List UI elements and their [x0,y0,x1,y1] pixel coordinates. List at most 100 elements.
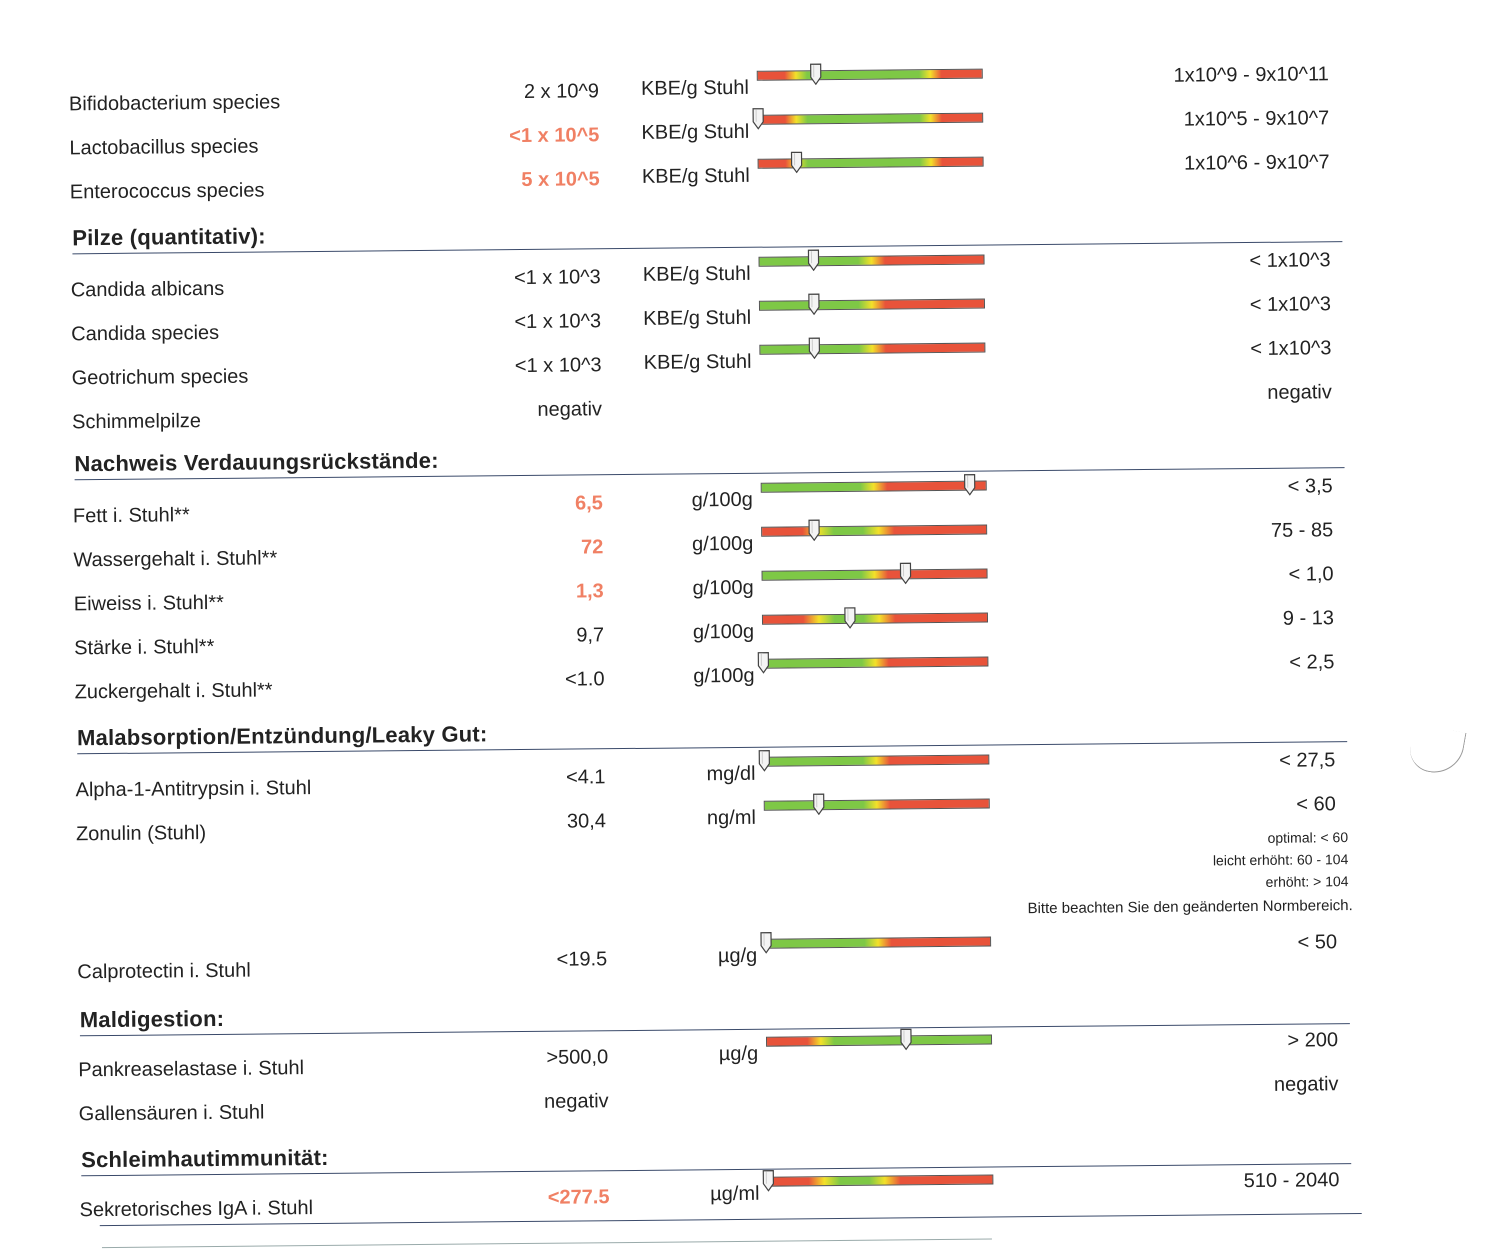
result-value: 5 x 10^5 [521,168,600,192]
result-value: <4.1 [565,766,606,789]
reference-range: 1x10^5 - 9x10^7 [1183,107,1330,131]
bottom-rule-secondary [101,1238,992,1249]
range-bar [765,1028,993,1051]
result-value: 9,7 [576,624,605,647]
result-name: Pankreaselastase i. Stuhl [78,1057,305,1082]
reference-range: < 1,0 [1288,563,1334,586]
range-bar [761,519,988,542]
value-marker-icon [807,249,819,272]
value-marker-icon [964,474,976,496]
value-marker-icon [808,337,820,360]
result-unit: µg/ml [710,1182,760,1206]
result-row-staerke: Stärke i. Stuhl** 9,7 g/100g 9 - 13 [74,607,1364,665]
result-name: Candida species [71,321,220,346]
result-unit: µg/g [718,1042,759,1066]
range-bar [758,293,986,316]
zonulin-note-leicht-erhoeht: leicht erhöht: 60 - 104 [1212,851,1349,869]
result-name: Gallensäuren i. Stuhl [78,1101,265,1126]
result-value: 1,3 [575,580,604,603]
result-name: Fett i. Stuhl** [72,504,190,528]
result-row-enterococcus: Enterococcus species 5 x 10^5 KBE/g Stuh… [69,151,1360,209]
result-row-calprotectin: Calprotectin i. Stuhl <19.5 µg/g < 50 [77,931,1367,989]
result-unit: KBE/g Stuhl [643,306,752,330]
range-bar [760,474,987,496]
result-name: Sekretorisches IgA i. Stuhl [79,1197,314,1222]
range-bar [759,337,986,360]
result-value: <1 x 10^5 [509,124,600,148]
value-marker-icon [758,750,770,772]
reference-range: < 1x10^3 [1250,337,1332,361]
result-row-sekretorisches-iga: Sekretorisches IgA i. Stuhl <277.5 µg/ml… [79,1169,1369,1227]
range-bar [757,151,984,174]
result-value: negativ [537,398,603,421]
range-bar [762,1170,994,1192]
result-row-zonulin: Zonulin (Stuhl) 30,4 ng/ml < 60 [76,793,1366,851]
result-row-zuckergehalt: Zuckergehalt i. Stuhl** <1.0 g/100g < 2,… [74,651,1364,709]
section-title: Schleimhautimmunität: [81,1144,329,1173]
range-bar [761,562,988,585]
result-unit: KBE/g Stuhl [642,262,751,286]
section-maldigestion: Maldigestion: [79,995,1350,1037]
result-name: Candida albicans [70,277,225,302]
section-pilze: Pilze (quantitativ): [72,213,1343,255]
section-title: Pilze (quantitativ): [72,223,266,251]
result-unit: KBE/g Stuhl [640,76,749,100]
value-marker-icon [790,151,803,174]
result-row-geotrichum: Geotrichum species <1 x 10^3 KBE/g Stuhl… [71,337,1361,395]
result-value: 2 x 10^9 [523,80,600,103]
result-unit: g/100g [691,532,754,556]
result-value: 30,4 [566,810,607,833]
value-marker-icon [810,63,822,86]
reference-range: < 60 [1296,793,1336,816]
result-name: Alpha-1-Antitrypsin i. Stuhl [75,777,312,802]
reference-range: < 1x10^3 [1249,249,1331,273]
value-marker-icon [812,793,825,816]
result-unit: g/100g [692,620,755,644]
range-bar [752,108,984,130]
range-bar [758,750,990,772]
result-row-eiweiss: Eiweiss i. Stuhl** 1,3 g/100g < 1,0 [74,562,1364,621]
value-marker-icon [752,108,764,130]
section-verdauung: Nachweis Verdauungsrückstände: [74,439,1345,481]
result-unit: µg/g [717,944,758,968]
reference-range: < 27,5 [1279,749,1336,772]
reference-range: 9 - 13 [1282,607,1335,630]
result-unit: ng/ml [706,806,756,830]
zonulin-note-erhoeht: erhöht: > 104 [1265,873,1349,890]
section-title: Maldigestion: [79,1005,225,1033]
range-bar [763,793,990,816]
result-name: Calprotectin i. Stuhl [77,959,251,984]
reference-range: < 1x10^3 [1249,293,1332,317]
result-value: negativ [543,1090,609,1113]
result-row-wassergehalt: Wassergehalt i. Stuhl** 72 g/100g 75 - 8… [73,519,1363,577]
result-row-schimmelpilze: Schimmelpilze negativ negativ [72,381,1362,439]
result-value: <1 x 10^3 [514,310,602,334]
result-name: Enterococcus species [69,179,265,204]
result-name: Zuckergehalt i. Stuhl** [74,679,273,704]
section-schleimhautimmunitaet: Schleimhautimmunität: [81,1135,1352,1177]
range-bar [760,932,992,954]
result-row-alpha-1-antitrypsin: Alpha-1-Antitrypsin i. Stuhl <4.1 mg/dl … [75,749,1365,807]
reference-range: negativ [1267,381,1332,404]
result-row-lactobacillus: Lactobacillus species <1 x 10^5 KBE/g St… [69,107,1359,165]
value-marker-icon [807,519,820,542]
value-marker-icon [760,932,772,954]
result-name: Geotrichum species [71,365,249,390]
result-unit: KBE/g Stuhl [643,350,752,374]
result-row-candida-albicans: Candida albicans <1 x 10^3 KBE/g Stuhl <… [70,249,1361,307]
range-bar [757,652,989,674]
result-unit: g/100g [693,664,755,688]
result-value: <19.5 [556,948,608,971]
result-row-bifidobacterium: Bifidobacterium species 2 x 10^9 KBE/g S… [68,63,1359,121]
result-row-gallensaeuren: Gallensäuren i. Stuhl negativ negativ [78,1073,1368,1131]
result-name: Wassergehalt i. Stuhl** [73,547,278,572]
range-bar [756,63,983,86]
range-bar [758,249,985,272]
reference-range: negativ [1273,1073,1339,1096]
result-name: Stärke i. Stuhl** [74,635,215,660]
section-title: Nachweis Verdauungsrückstände: [74,447,439,477]
result-name: Bifidobacterium species [68,91,281,116]
result-unit: KBE/g Stuhl [641,120,750,144]
result-value: <1 x 10^3 [514,354,602,378]
result-value: <277.5 [547,1186,610,1209]
